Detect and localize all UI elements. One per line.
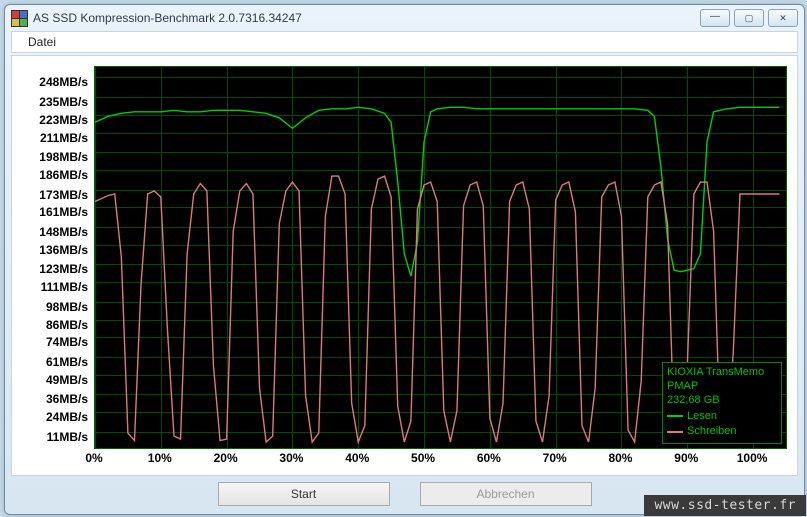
chart-plot-area: KIOXIA TransMemo PMAP 232,68 GB Lesen Sc… xyxy=(94,66,787,449)
x-tick-label: 60% xyxy=(477,451,501,465)
app-icon xyxy=(11,10,27,26)
y-tick-label: 136MB/s xyxy=(39,243,88,257)
legend-label-read: Lesen xyxy=(687,410,717,424)
app-window: AS SSD Kompression-Benchmark 2.0.7316.34… xyxy=(4,4,805,515)
x-tick-label: 10% xyxy=(148,451,172,465)
y-tick-label: 235MB/s xyxy=(39,95,88,109)
y-tick-label: 161MB/s xyxy=(39,205,88,219)
y-tick-label: 49MB/s xyxy=(46,373,88,387)
y-tick-label: 86MB/s xyxy=(46,318,88,332)
x-tick-label: 50% xyxy=(411,451,435,465)
y-tick-label: 198MB/s xyxy=(39,150,88,164)
y-tick-label: 98MB/s xyxy=(46,300,88,314)
titlebar[interactable]: AS SSD Kompression-Benchmark 2.0.7316.34… xyxy=(5,5,804,31)
y-tick-label: 186MB/s xyxy=(39,168,88,182)
legend-device-line1: KIOXIA TransMemo xyxy=(667,366,777,380)
y-tick-label: 173MB/s xyxy=(39,188,88,202)
y-tick-label: 123MB/s xyxy=(39,262,88,276)
x-axis-labels: 0%10%20%30%40%50%60%70%80%90%100% xyxy=(94,451,787,469)
abort-button: Abbrechen xyxy=(420,482,592,506)
legend-capacity: 232,68 GB xyxy=(667,394,777,408)
x-tick-label: 70% xyxy=(543,451,567,465)
chart-panel: 11MB/s 24MB/s 36MB/s 49MB/s 61MB/s 74MB/s 86MB… xyxy=(11,55,798,476)
close-button[interactable]: ✕ xyxy=(768,9,798,27)
maximize-button[interactable]: ▢ xyxy=(734,9,764,27)
y-tick-label: 223MB/s xyxy=(39,113,88,127)
y-tick-label: 74MB/s xyxy=(46,335,88,349)
legend-label-write: Schreiben xyxy=(687,425,737,439)
y-tick-label: 11MB/s xyxy=(47,430,88,444)
chart-legend: KIOXIA TransMemo PMAP 232,68 GB Lesen Sc… xyxy=(662,362,782,444)
y-tick-label: 211MB/s xyxy=(40,131,88,145)
y-tick-label: 36MB/s xyxy=(46,392,88,406)
x-tick-label: 40% xyxy=(345,451,369,465)
minimize-button[interactable]: — xyxy=(700,9,730,27)
window-title: AS SSD Kompression-Benchmark 2.0.7316.34… xyxy=(33,11,700,25)
x-tick-label: 30% xyxy=(279,451,303,465)
menubar: Datei xyxy=(11,31,798,53)
y-axis-labels: 11MB/s 24MB/s 36MB/s 49MB/s 61MB/s 74MB/s 86MB… xyxy=(16,66,92,449)
menu-datei[interactable]: Datei xyxy=(22,33,62,51)
y-tick-label: 248MB/s xyxy=(39,75,88,89)
y-tick-label: 61MB/s xyxy=(46,355,88,369)
legend-device-line2: PMAP xyxy=(667,380,777,394)
x-tick-label: 100% xyxy=(737,451,768,465)
legend-swatch-write xyxy=(667,431,683,433)
series-lesen xyxy=(95,107,779,276)
x-tick-label: 20% xyxy=(214,451,238,465)
x-tick-label: 0% xyxy=(85,451,102,465)
x-tick-label: 90% xyxy=(674,451,698,465)
y-tick-label: 111MB/s xyxy=(41,280,88,294)
x-tick-label: 80% xyxy=(608,451,632,465)
start-button[interactable]: Start xyxy=(218,482,390,506)
y-tick-label: 24MB/s xyxy=(46,410,88,424)
watermark: www.ssd-tester.fr xyxy=(644,495,806,516)
legend-swatch-read xyxy=(667,415,683,417)
y-tick-label: 148MB/s xyxy=(39,225,88,239)
